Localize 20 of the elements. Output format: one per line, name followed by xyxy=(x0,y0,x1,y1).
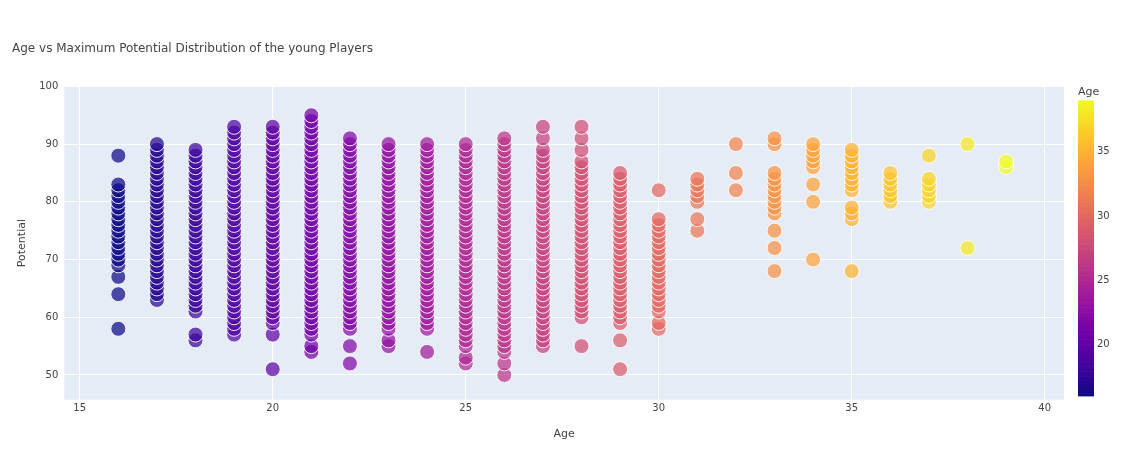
x-tick-label: 35 xyxy=(845,402,859,414)
color-bar-label: 30 xyxy=(1097,209,1110,221)
x-tick-label: 15 xyxy=(73,402,87,414)
y-axis-title: Potential xyxy=(15,219,29,268)
x-axis-title: Age xyxy=(553,427,576,441)
y-tick-label: 100 xyxy=(39,79,59,91)
y-tick-label: 70 xyxy=(45,253,59,265)
color-bar-label: 20 xyxy=(1097,338,1110,350)
y-tick-label: 90 xyxy=(45,137,59,149)
color-bar-label: 35 xyxy=(1097,145,1110,157)
color-bar-title: Age xyxy=(1078,84,1100,98)
color-bar-label: 25 xyxy=(1097,273,1110,285)
x-tick-label: 40 xyxy=(1038,402,1052,414)
x-tick-label: 25 xyxy=(459,402,473,414)
y-tick-label: 80 xyxy=(45,195,59,207)
x-tick-label: 20 xyxy=(266,402,280,414)
chart-title: Age vs Maximum Potential Distribution of the young Players xyxy=(12,41,373,56)
x-tick-label: 30 xyxy=(652,402,666,414)
y-tick-label: 60 xyxy=(45,310,59,322)
y-tick-label: 50 xyxy=(45,368,59,380)
